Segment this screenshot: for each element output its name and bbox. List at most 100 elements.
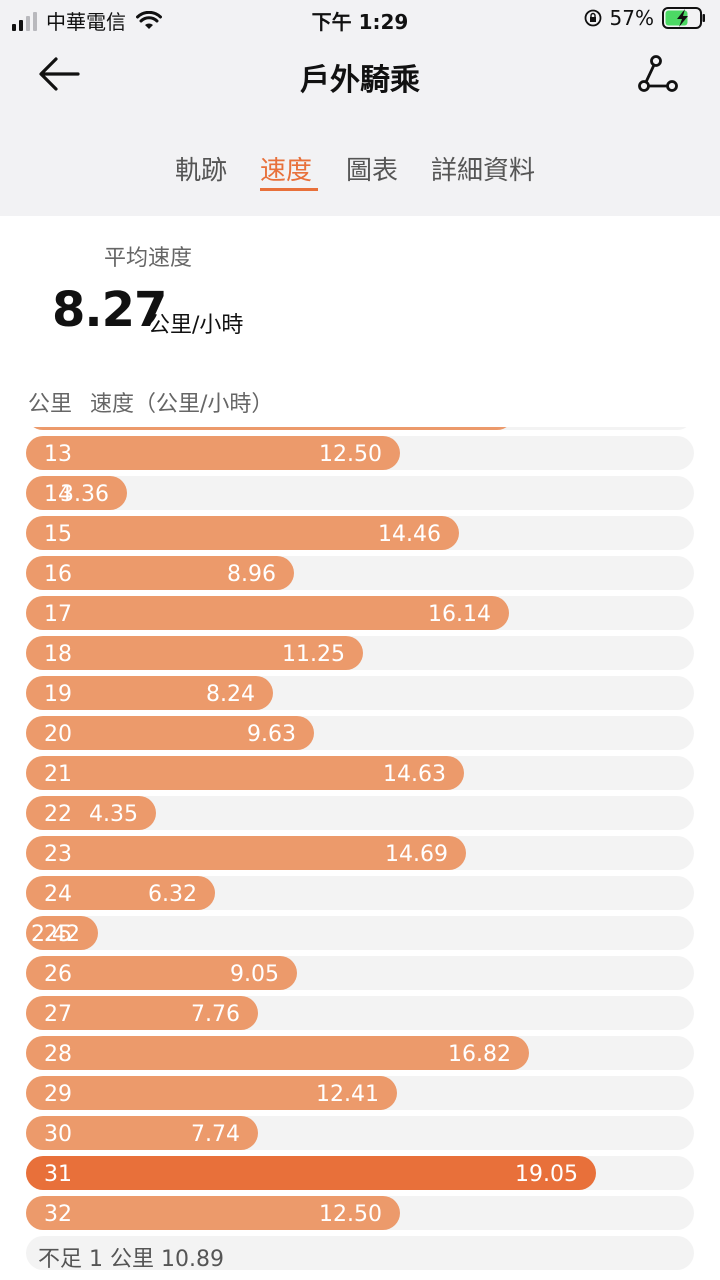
- status-bar: 中華電信 下午 1:29 57%: [0, 0, 720, 40]
- speed-per-km-list[interactable]: 1216.31312.50143.361514.46168.961716.141…: [26, 427, 694, 1280]
- status-right: 57%: [584, 6, 706, 30]
- km-label: 22: [44, 802, 72, 827]
- average-speed-unit: 公里/小時: [148, 313, 244, 338]
- km-label: 15: [44, 522, 72, 547]
- km-label: 14: [44, 482, 72, 507]
- tab-details[interactable]: 詳細資料: [431, 156, 536, 186]
- km-label: 18: [44, 642, 72, 667]
- speed-bar: 26 9.05: [26, 956, 297, 990]
- tab-track[interactable]: 軌跡: [175, 156, 228, 186]
- header-area: 中華電信 下午 1:29 57%: [0, 0, 720, 216]
- speed-value: 8.96: [227, 562, 276, 587]
- km-label: 17: [44, 602, 72, 627]
- km-label: 30: [44, 1122, 72, 1147]
- nav-bar: 戶外騎乘: [0, 40, 720, 110]
- status-left: 中華電信: [12, 6, 162, 35]
- list-item: 19 8.24: [26, 676, 694, 710]
- speed-bar: 30 7.74: [26, 1116, 258, 1150]
- average-speed-value: 8.27: [52, 282, 167, 338]
- list-item: 24 6.32: [26, 876, 694, 910]
- average-speed-label: 平均速度: [104, 246, 193, 271]
- carrier-name: 中華電信: [46, 10, 126, 34]
- speed-value: 19.05: [515, 1162, 578, 1187]
- speed-bar: 14 3.36: [26, 476, 127, 510]
- back-arrow-icon[interactable]: [38, 56, 80, 92]
- speed-value: 11.25: [282, 642, 345, 667]
- speed-value: 12.41: [316, 1082, 379, 1107]
- speed-bar: 29 12.41: [26, 1076, 397, 1110]
- list-item: 13 12.50: [26, 436, 694, 470]
- km-label: 25: [44, 922, 72, 947]
- speed-value: 7.74: [191, 1122, 240, 1147]
- speed-value: 2.42: [31, 922, 80, 947]
- speed-bar: 20 9.63: [26, 716, 314, 750]
- speed-value: 14.63: [383, 762, 446, 787]
- list-item: 1216.3: [26, 427, 694, 430]
- list-item: 22 4.35: [26, 796, 694, 830]
- speed-value: 16.14: [428, 602, 491, 627]
- speed-value: 7.76: [191, 1002, 240, 1027]
- speed-value: 12.50: [319, 1202, 382, 1227]
- speed-bar: 24 6.32: [26, 876, 215, 910]
- list-header: 公里 速度（公里/小時）: [28, 386, 273, 418]
- active-tab-indicator: [260, 188, 318, 191]
- km-label: 26: [44, 962, 72, 987]
- list-item: 28 16.82: [26, 1036, 694, 1070]
- speed-bar: 17 16.14: [26, 596, 509, 630]
- rotation-lock-icon: [584, 9, 601, 27]
- tab-speed[interactable]: 速度: [260, 156, 313, 186]
- list-item: 16 8.96: [26, 556, 694, 590]
- km-column-header: 公里: [28, 392, 73, 417]
- speed-value: 14.69: [385, 842, 448, 867]
- list-item: 23 14.69: [26, 836, 694, 870]
- speed-rows: 1216.31312.50143.361514.46168.961716.141…: [26, 427, 694, 1276]
- km-label: 29: [44, 1082, 72, 1107]
- list-item: 26 9.05: [26, 956, 694, 990]
- route-share-icon[interactable]: [636, 54, 680, 94]
- speed-bar: 28 16.82: [26, 1036, 529, 1070]
- speed-bar: 19 8.24: [26, 676, 273, 710]
- list-item: 32 12.50: [26, 1196, 694, 1230]
- speed-value: 14.46: [378, 522, 441, 547]
- speed-value: 6.32: [148, 882, 197, 907]
- battery-charging-icon: [662, 7, 705, 29]
- speed-bar: 22 4.35: [26, 796, 156, 830]
- list-item: 14 3.36: [26, 476, 694, 510]
- list-item: 27 7.76: [26, 996, 694, 1030]
- speed-bar: 15 14.46: [26, 516, 459, 550]
- speed-value: 16.82: [448, 1042, 511, 1067]
- battery-percent: 57%: [609, 6, 654, 30]
- signal-icon: [12, 11, 37, 31]
- page-title: 戶外騎乘: [300, 63, 420, 98]
- speed-bar: 31 19.05: [26, 1156, 596, 1190]
- km-label: 21: [44, 762, 72, 787]
- list-item: 29 12.41: [26, 1076, 694, 1110]
- speed-bar: 16 8.96: [26, 556, 294, 590]
- list-item: 18 11.25: [26, 636, 694, 670]
- tab-charts[interactable]: 圖表: [346, 156, 399, 186]
- speed-value: 3.36: [60, 482, 109, 507]
- speed-bar: 23 14.69: [26, 836, 466, 870]
- km-label: 31: [44, 1162, 72, 1187]
- km-label: 13: [44, 442, 72, 467]
- speed-value: 4.35: [89, 802, 138, 827]
- wifi-icon: [136, 10, 162, 29]
- list-item: 25 2.42: [26, 916, 694, 950]
- km-label: 16: [44, 562, 72, 587]
- list-item: 30 7.74: [26, 1116, 694, 1150]
- list-item: 21 14.63: [26, 756, 694, 790]
- km-label: 28: [44, 1042, 72, 1067]
- speed-bar: 1216.3: [26, 427, 514, 430]
- list-item: 17 16.14: [26, 596, 694, 630]
- km-label: 20: [44, 722, 72, 747]
- status-time: 下午 1:29: [311, 10, 409, 34]
- speed-column-header: 速度（公里/小時）: [90, 392, 274, 417]
- speed-bar: 13 12.50: [26, 436, 400, 470]
- km-label: 32: [44, 1202, 72, 1227]
- list-item: 31 19.05: [26, 1156, 694, 1190]
- km-label: 23: [44, 842, 72, 867]
- km-label: 27: [44, 1002, 72, 1027]
- speed-bar: 18 11.25: [26, 636, 363, 670]
- partial-km-row: 不足 1 公里 10.89: [26, 1236, 694, 1272]
- speed-value: 9.63: [247, 722, 296, 747]
